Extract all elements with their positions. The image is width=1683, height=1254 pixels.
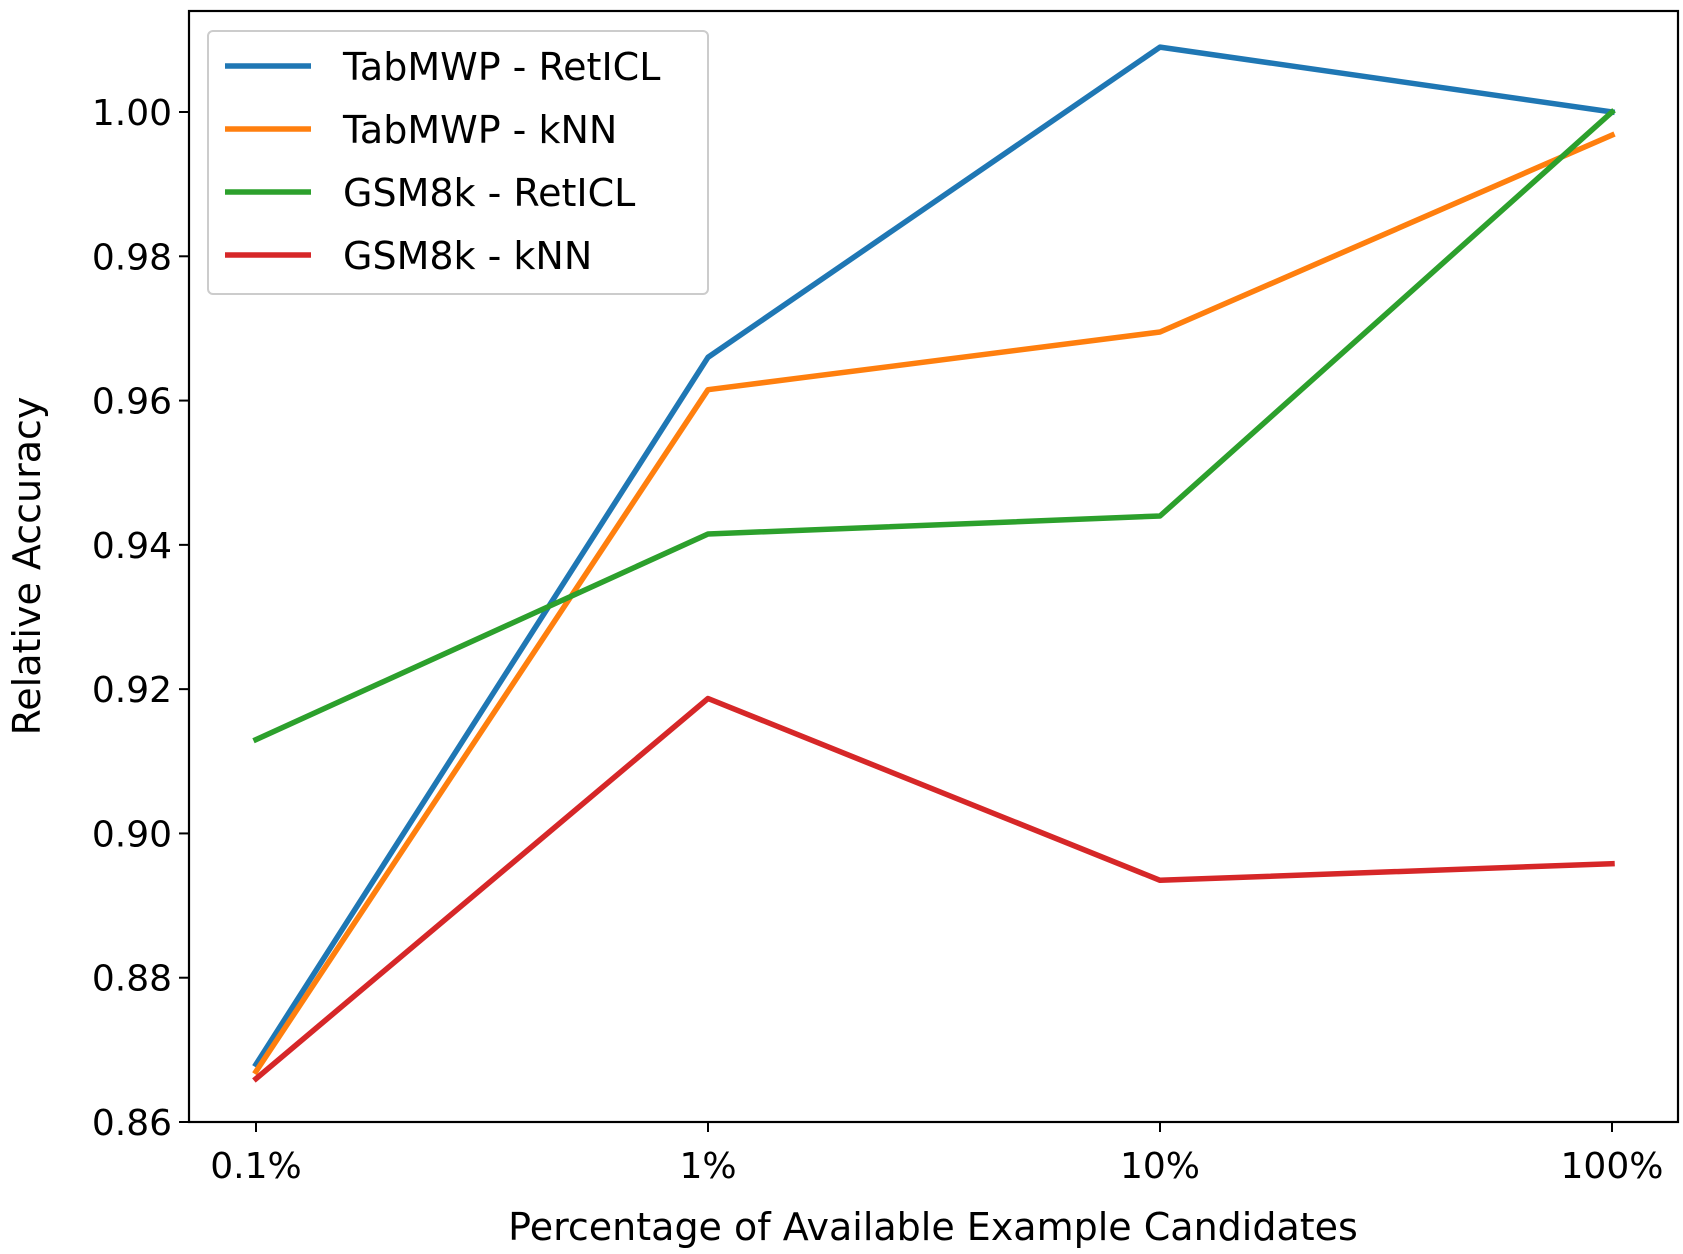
y-tick-label: 0.94: [92, 526, 172, 567]
y-tick-label: 0.92: [92, 670, 172, 711]
legend-label-2: GSM8k - RetICL: [343, 171, 635, 215]
series-layer: [252, 44, 1616, 1083]
legend: TabMWP - RetICL TabMWP - kNN GSM8k - RetIC…: [207, 30, 709, 295]
y-axis-label: Relative Accuracy: [5, 397, 49, 736]
series-line-2: [252, 108, 1616, 744]
y-axis-ticks: 0.86 0.88 0.90 0.92 0.94 0.96 0.98 1.00: [92, 93, 189, 1144]
legend-box: [207, 30, 709, 295]
x-tick-label: 10%: [1120, 1146, 1200, 1187]
x-axis-label: Percentage of Available Example Candidat…: [508, 1205, 1358, 1249]
legend-label-1: TabMWP - kNN: [342, 108, 617, 152]
x-axis-ticks: 0.1% 1% 10% 100%: [210, 1122, 1663, 1187]
y-tick-label: 0.98: [92, 237, 172, 278]
series-line-3: [252, 695, 1615, 1083]
plot-frame: [187, 9, 1680, 1124]
legend-label-0: TabMWP - RetICL: [342, 45, 660, 89]
legend-label-3: GSM8k - kNN: [343, 234, 592, 278]
x-tick-label: 0.1%: [210, 1146, 301, 1187]
y-tick-label: 0.88: [92, 959, 172, 1000]
y-tick-label: 0.96: [92, 382, 172, 423]
y-tick-label: 0.90: [92, 814, 172, 855]
y-tick-label: 0.86: [92, 1103, 172, 1144]
series-line-0: [252, 44, 1616, 1069]
x-tick-label: 100%: [1561, 1146, 1664, 1187]
y-tick-label: 1.00: [92, 93, 172, 134]
series-line-1: [252, 131, 1616, 1076]
x-tick-label: 1%: [679, 1146, 736, 1187]
